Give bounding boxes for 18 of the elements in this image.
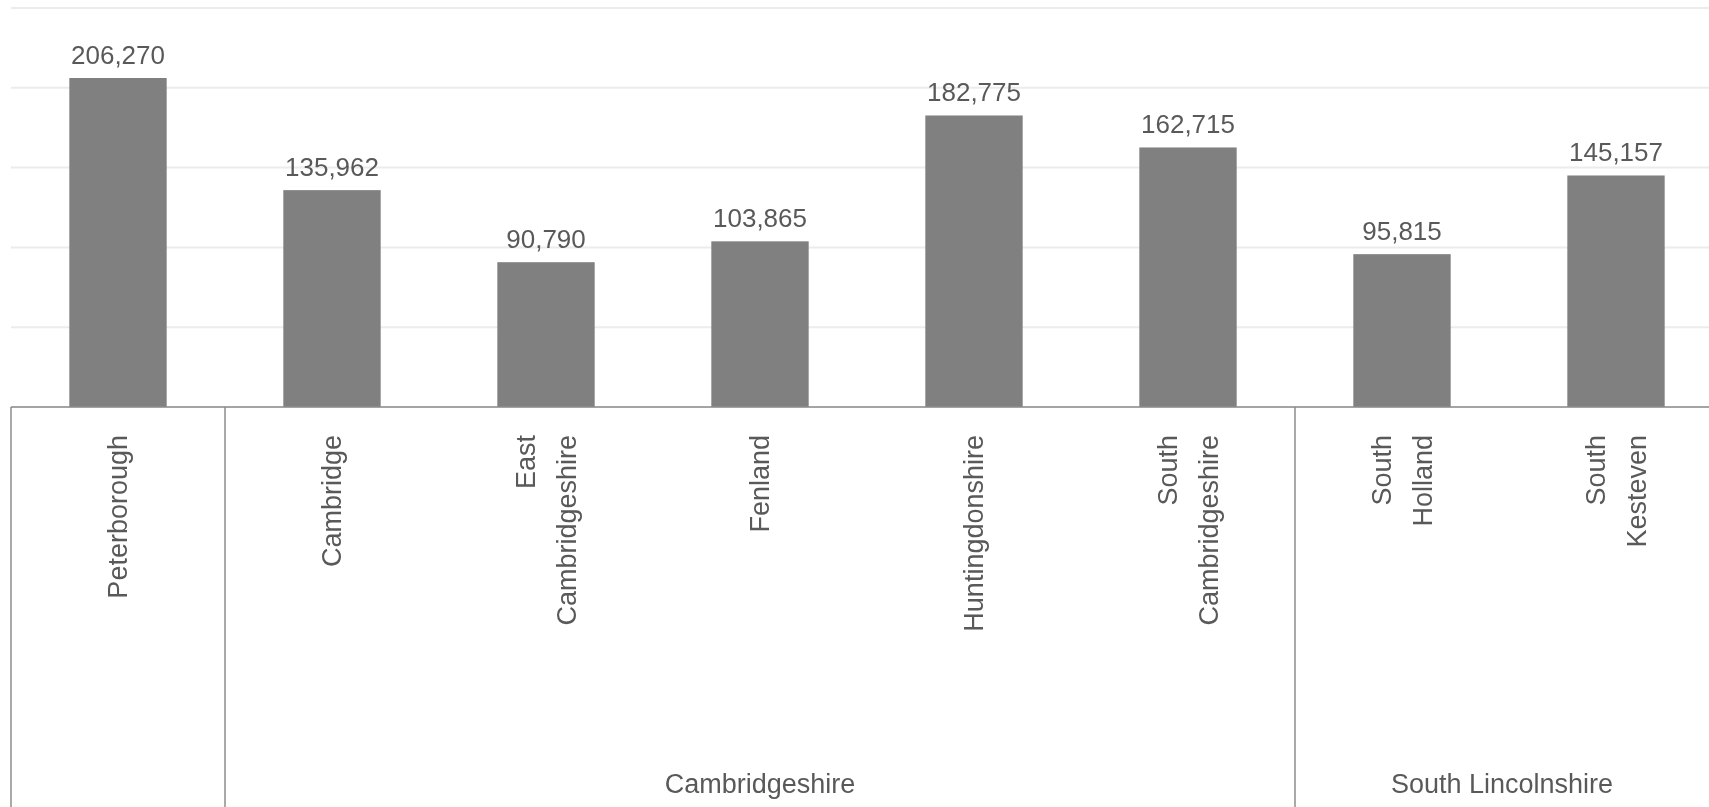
data-label: 90,790 <box>506 224 586 255</box>
data-label: 135,962 <box>285 152 379 183</box>
text: Cambridgeshire <box>664 769 856 799</box>
data-label: 145,157 <box>1569 137 1663 168</box>
x-tick-label: Cambridge <box>317 435 348 568</box>
data-label: 95,815 <box>1362 216 1442 247</box>
x-tick-label: South Kesteven <box>1580 435 1652 548</box>
data-label: 206,270 <box>71 40 165 70</box>
data-label: 162,715 <box>1141 109 1235 140</box>
x-tick-label: Huntingdonshire <box>959 435 990 632</box>
data-label: 182,775 <box>927 77 1021 108</box>
x-tick-label: Peterborough <box>103 435 134 599</box>
data-label: 103,865 <box>713 203 807 234</box>
x-tick-label: South Cambridgeshire <box>1152 435 1224 626</box>
text: South Lincolnshire <box>1390 769 1614 799</box>
x-tick-label: East Cambridgeshire <box>510 434 582 626</box>
x-tick-label: Fenland <box>745 435 776 533</box>
x-tick-label: South Holland <box>1366 435 1438 527</box>
